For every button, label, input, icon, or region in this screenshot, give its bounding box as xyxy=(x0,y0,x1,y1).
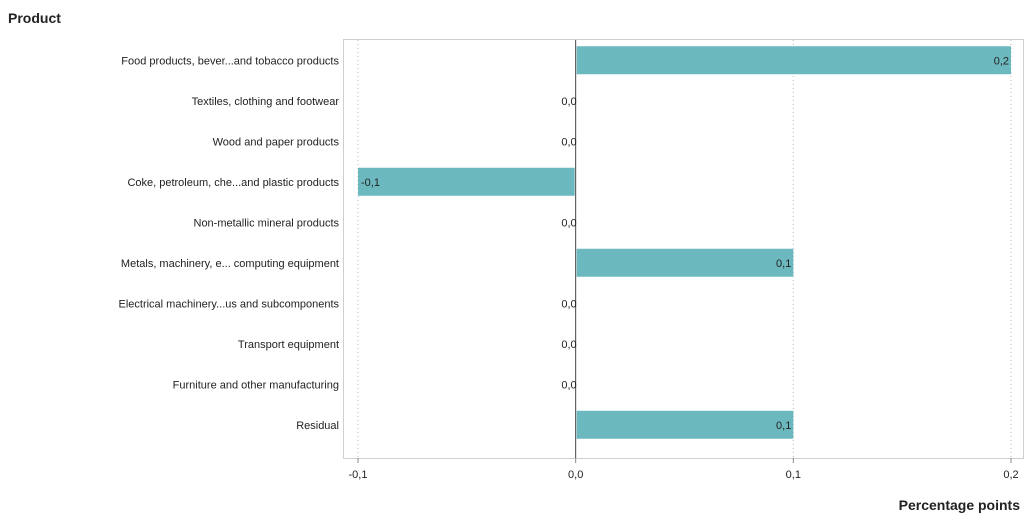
x-axis-title: Percentage points xyxy=(899,497,1021,513)
bar xyxy=(576,46,1011,75)
data-label: -0,1 xyxy=(361,177,380,189)
plot-area-border xyxy=(343,39,1024,459)
y-axis-title: Product xyxy=(8,10,61,26)
category-label: Electrical machinery...us and subcompone… xyxy=(118,298,339,310)
data-label: 0,1 xyxy=(776,258,791,270)
category-label: Residual xyxy=(296,420,339,432)
data-labels: 0,2 0,0 0,0 -0,1 0,0 0,1 0,0 0,0 0,0 0,1 xyxy=(361,55,1009,432)
bar xyxy=(576,410,794,439)
x-tick-label: -0,1 xyxy=(349,469,368,481)
data-label: 0,0 xyxy=(561,339,576,351)
data-label: 0,0 xyxy=(561,96,576,108)
category-label: Metals, machinery, e... computing equipm… xyxy=(121,258,339,270)
bar xyxy=(576,248,794,277)
grid-lines xyxy=(357,40,1012,458)
x-tick-label: 0,1 xyxy=(786,469,801,481)
data-label: 0,0 xyxy=(561,136,576,148)
bar xyxy=(358,167,575,196)
category-label: Food products, bever...and tobacco produ… xyxy=(121,55,339,67)
bars xyxy=(358,46,1011,439)
x-axis-ticks: -0,1 0,0 0,1 0,2 xyxy=(349,458,1019,481)
category-label: Coke, petroleum, che...and plastic produ… xyxy=(127,177,339,189)
data-label: 0,1 xyxy=(776,420,791,432)
category-labels: Food products, bever...and tobacco produ… xyxy=(118,55,339,432)
data-label: 0,0 xyxy=(561,298,576,310)
category-label: Transport equipment xyxy=(238,339,339,351)
data-label: 0,2 xyxy=(994,55,1009,67)
x-tick-label: 0,0 xyxy=(568,469,583,481)
category-label: Non-metallic mineral products xyxy=(194,217,340,229)
category-label: Furniture and other manufacturing xyxy=(173,379,339,391)
category-label: Wood and paper products xyxy=(213,136,340,148)
data-label: 0,0 xyxy=(561,217,576,229)
x-tick-label: 0,2 xyxy=(1003,469,1018,481)
data-label: 0,0 xyxy=(561,379,576,391)
category-label: Textiles, clothing and footwear xyxy=(192,96,340,108)
